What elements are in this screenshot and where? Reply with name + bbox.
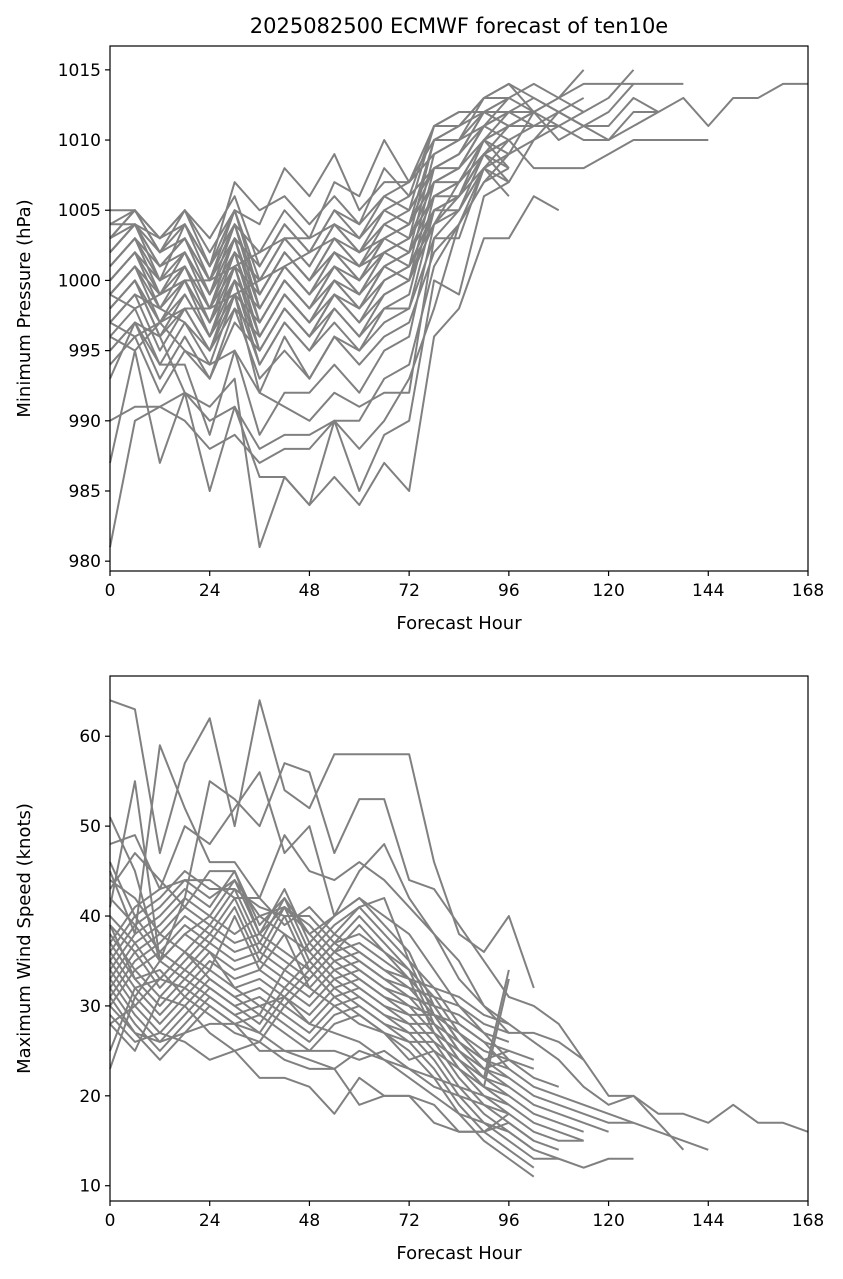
pressure-series-line-33 bbox=[109, 97, 510, 338]
wind-x-tick-label: 96 bbox=[498, 1211, 520, 1231]
pressure-panel: 0 24 48 72 96 120 144 168 980 985 990 995 1000 1005 10… bbox=[14, 45, 824, 634]
wind-series-line-29 bbox=[109, 870, 510, 1034]
wind-tick-layer: 0 24 48 72 96 120 144 168 10 20 30 40 50 60 bbox=[79, 727, 824, 1231]
wind-x-tick-label: 48 bbox=[299, 1211, 321, 1231]
wind-axes-frame bbox=[109, 675, 809, 1202]
wind-y-tick-label: 60 bbox=[79, 727, 101, 747]
wind-series-layer bbox=[109, 699, 809, 1178]
wind-series-line-11 bbox=[109, 951, 584, 1142]
pressure-y-tick-label: 995 bbox=[69, 342, 101, 362]
wind-series-line-25 bbox=[109, 888, 510, 1070]
pressure-y-axis-label: Minimum Pressure (hPa) bbox=[14, 199, 35, 417]
pressure-x-tick-label: 24 bbox=[199, 581, 221, 601]
wind-series-line-34 bbox=[109, 924, 510, 1088]
wind-panel: 0 24 48 72 96 120 144 168 10 20 30 40 50 60 Forecast … bbox=[14, 675, 824, 1264]
wind-series-line-1 bbox=[109, 699, 535, 989]
pressure-x-tick-label: 0 bbox=[105, 581, 116, 601]
wind-series-line-28 bbox=[109, 879, 510, 1043]
wind-series-line-9 bbox=[109, 933, 584, 1133]
pressure-x-tick-label: 144 bbox=[692, 581, 724, 601]
wind-y-tick-label: 40 bbox=[79, 907, 101, 927]
wind-series-line-33 bbox=[109, 897, 510, 1079]
wind-series-line-4 bbox=[109, 744, 585, 1061]
pressure-series-line-29 bbox=[109, 139, 510, 338]
wind-series-line-32 bbox=[109, 861, 535, 1070]
pressure-x-tick-label: 48 bbox=[299, 581, 321, 601]
pressure-x-axis-label: Forecast Hour bbox=[396, 613, 522, 634]
wind-x-tick-label: 0 bbox=[105, 1211, 116, 1231]
pressure-series-line-27 bbox=[109, 153, 510, 366]
pressure-y-tick-label: 1015 bbox=[58, 61, 101, 81]
wind-x-tick-label: 120 bbox=[592, 1211, 624, 1231]
pressure-x-tick-label: 168 bbox=[792, 581, 824, 601]
pressure-y-tick-label: 1000 bbox=[58, 271, 101, 291]
pressure-series-line-26 bbox=[109, 167, 510, 394]
chart-title: 2025082500 ECMWF forecast of ten10e bbox=[250, 14, 668, 38]
wind-x-tick-label: 168 bbox=[792, 1211, 824, 1231]
wind-series-line-30 bbox=[109, 879, 510, 1025]
wind-series-line-17 bbox=[109, 1005, 535, 1151]
wind-series-line-2 bbox=[109, 762, 685, 1151]
wind-series-line-3 bbox=[109, 771, 809, 1133]
pressure-x-tick-label: 72 bbox=[398, 581, 420, 601]
wind-y-tick-label: 50 bbox=[79, 817, 101, 837]
pressure-series-line-28 bbox=[109, 139, 510, 352]
wind-series-line-22 bbox=[109, 915, 510, 1097]
pressure-y-tick-label: 990 bbox=[69, 412, 101, 432]
pressure-series-layer bbox=[109, 69, 808, 549]
wind-series-line-7 bbox=[109, 915, 634, 1124]
pressure-series-line-2 bbox=[109, 69, 635, 507]
wind-series-line-16 bbox=[109, 996, 535, 1178]
pressure-y-tick-label: 980 bbox=[69, 552, 101, 572]
pressure-series-line-34 bbox=[109, 97, 510, 310]
pressure-y-tick-label: 1010 bbox=[58, 131, 101, 151]
wind-y-tick-label: 10 bbox=[79, 1177, 101, 1197]
wind-x-tick-label: 144 bbox=[692, 1211, 724, 1231]
wind-y-tick-label: 30 bbox=[79, 997, 101, 1017]
pressure-axes-frame bbox=[109, 45, 809, 572]
wind-y-tick-label: 20 bbox=[79, 1087, 101, 1107]
wind-x-axis-label: Forecast Hour bbox=[396, 1243, 522, 1264]
wind-series-line-21 bbox=[109, 933, 510, 1106]
pressure-y-tick-label: 985 bbox=[69, 482, 101, 502]
pressure-series-line-31 bbox=[109, 111, 510, 310]
wind-y-axis-label: Maximum Wind Speed (knots) bbox=[14, 803, 35, 1074]
pressure-x-tick-label: 96 bbox=[498, 581, 520, 601]
pressure-series-line-20 bbox=[109, 139, 510, 324]
wind-series-line-8 bbox=[109, 924, 609, 1133]
pressure-x-tick-label: 120 bbox=[592, 581, 624, 601]
wind-x-tick-label: 72 bbox=[398, 1211, 420, 1231]
wind-series-line-31 bbox=[109, 879, 535, 1061]
pressure-series-line-3 bbox=[109, 69, 585, 464]
wind-series-line-10 bbox=[109, 942, 584, 1142]
wind-x-tick-label: 24 bbox=[199, 1211, 221, 1231]
pressure-tick-layer: 0 24 48 72 96 120 144 168 980 985 990 995 1000 1005 10… bbox=[58, 61, 824, 601]
pressure-y-tick-label: 1005 bbox=[58, 201, 101, 221]
wind-series-line-20 bbox=[109, 977, 510, 1115]
wind-series-line-19 bbox=[109, 995, 510, 1133]
pressure-series-line-30 bbox=[109, 125, 510, 324]
